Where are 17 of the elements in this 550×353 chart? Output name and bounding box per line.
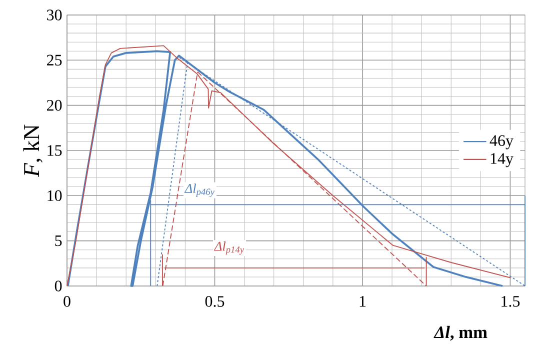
y-tick-label: 30 <box>47 10 62 20</box>
y-tick-label: 5 <box>55 236 62 246</box>
legend-label: 14y <box>490 153 514 168</box>
y-tick-label: 20 <box>47 100 62 111</box>
x-axis-title: Δl, mm <box>434 326 488 341</box>
y-axis-title: F, kN <box>23 124 42 178</box>
x-tick-label: 1.5 <box>502 296 520 307</box>
x-tick-label: 0 <box>64 296 70 307</box>
annotation: Δl$_{p14y}$ <box>214 241 244 255</box>
y-tick-label: 10 <box>48 190 62 202</box>
x-tick-label: 1 <box>360 296 366 307</box>
y-tick-label: 0 <box>54 280 62 292</box>
y-tick-label: 15 <box>48 145 62 156</box>
x-tick-label: 0.5 <box>205 296 224 307</box>
legend-label: 46y <box>490 135 514 150</box>
y-tick-label: 25 <box>47 54 62 66</box>
annotation: Δl$_{p46y}$ <box>184 184 214 197</box>
